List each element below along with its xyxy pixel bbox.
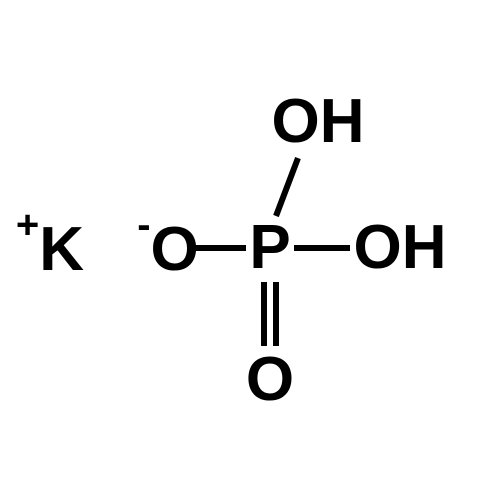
atom-OH_top: OH <box>272 91 365 153</box>
chemical-structure-diagram: +K-OPOHOHO <box>0 0 500 500</box>
atom-label: OH <box>354 213 447 282</box>
atom-label: O <box>151 215 199 284</box>
atom-P: P <box>249 217 290 279</box>
bond-single <box>196 245 246 251</box>
atom-label: O <box>246 345 294 414</box>
charge: - <box>137 203 150 247</box>
atom-O_bottom: O <box>246 349 294 411</box>
atom-label: P <box>249 213 290 282</box>
atom-OH_right: OH <box>354 217 447 279</box>
atom-label: K <box>39 215 84 284</box>
atom-label: OH <box>272 87 365 156</box>
bond-single <box>294 245 350 251</box>
bond-single <box>273 157 301 217</box>
atom-K: +K <box>16 215 84 281</box>
atom-O_minus: -O <box>137 215 199 281</box>
charge: + <box>16 203 39 247</box>
